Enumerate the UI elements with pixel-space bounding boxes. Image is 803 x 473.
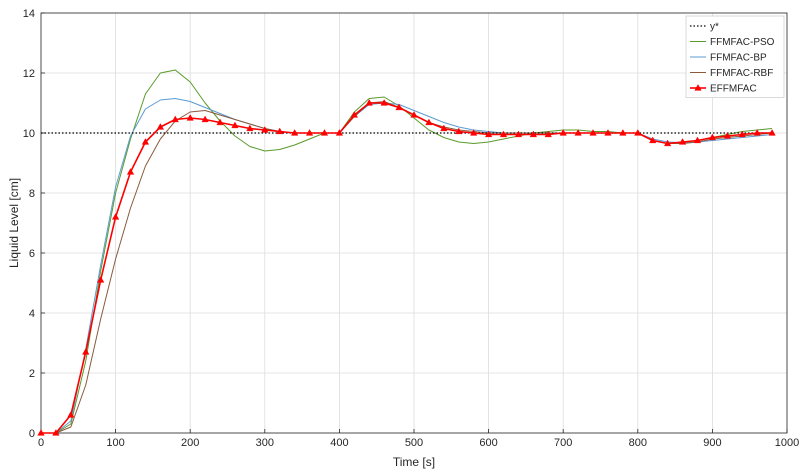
x-tick-label: 100 <box>106 437 124 449</box>
series-line-ffmfac-bp <box>41 98 773 434</box>
data-point-marker <box>470 129 478 136</box>
series-line-effmfac <box>41 102 773 434</box>
data-point-marker <box>186 114 194 121</box>
data-point-marker <box>484 130 493 138</box>
data-point-marker <box>514 130 523 138</box>
data-point-marker <box>290 129 299 136</box>
data-point-marker <box>276 127 284 135</box>
x-tick-label: 0 <box>38 437 44 449</box>
data-point-marker <box>305 129 314 136</box>
data-point-marker <box>574 129 582 136</box>
data-point-marker <box>67 411 75 418</box>
data-point-marker <box>141 138 150 145</box>
data-point-marker <box>678 138 687 145</box>
data-point-marker <box>231 121 239 129</box>
y-tick-label: 10 <box>23 128 35 140</box>
data-point-marker <box>440 124 448 132</box>
data-point-marker <box>768 129 776 136</box>
legend-marker <box>694 84 702 91</box>
data-point-marker <box>723 132 731 139</box>
data-point-marker <box>126 168 135 175</box>
series-lines <box>37 69 776 436</box>
y-tick-label: 12 <box>23 68 35 80</box>
data-point-marker <box>171 115 179 123</box>
legend-entry: FFMFAC-PSO <box>710 37 775 48</box>
data-point-marker <box>97 276 105 283</box>
data-point-marker <box>738 130 746 138</box>
x-tick-label: 800 <box>629 437 647 449</box>
data-point-marker <box>52 429 60 436</box>
data-point-marker <box>350 111 358 118</box>
legend-entry: FFMFAC-BP <box>710 53 767 64</box>
y-tick-label: 8 <box>29 188 35 200</box>
y-tick-label: 14 <box>23 8 35 20</box>
data-point-marker <box>37 429 45 436</box>
data-point-marker <box>82 348 90 355</box>
x-tick-label: 600 <box>479 437 497 449</box>
data-point-marker <box>395 103 403 111</box>
axis-ticks: 0 100 200 300 400 500 600 700 800 900 1000 0 2 4 6 8 10 1… <box>23 8 799 449</box>
y-tick-label: 6 <box>29 248 35 260</box>
data-point-marker <box>320 129 329 136</box>
data-point-marker <box>649 136 657 144</box>
x-axis-label: Time [s] <box>393 455 435 469</box>
data-point-marker <box>544 130 552 138</box>
data-point-marker <box>455 127 463 135</box>
legend-entry: y* <box>710 22 719 33</box>
data-point-marker <box>708 133 717 141</box>
x-tick-label: 500 <box>405 437 423 449</box>
x-tick-label: 1000 <box>775 437 799 449</box>
legend: y* FFMFAC-PSO FFMFAC-BP FFMFAC-RBF EFFMFAC <box>685 15 785 98</box>
x-tick-label: 900 <box>703 437 721 449</box>
legend-entry: FFMFAC-RBF <box>710 68 773 79</box>
x-tick-label: 200 <box>181 437 199 449</box>
y-tick-label: 0 <box>29 428 35 440</box>
data-point-marker <box>663 139 672 147</box>
x-tick-label: 700 <box>554 437 572 449</box>
data-point-marker <box>380 99 388 106</box>
data-point-marker <box>753 129 761 136</box>
x-tick-label: 300 <box>256 437 274 449</box>
data-point-marker <box>410 111 418 118</box>
data-point-marker <box>246 124 254 132</box>
data-point-marker <box>261 126 269 133</box>
legend-entry: EFFMFAC <box>710 84 757 95</box>
y-tick-label: 4 <box>29 308 35 320</box>
y-axis-label: Liquid Level [cm] <box>7 178 21 268</box>
data-point-marker <box>499 130 508 138</box>
y-tick-label: 2 <box>29 368 35 380</box>
data-point-marker <box>693 136 702 144</box>
data-point-marker <box>559 129 567 136</box>
data-point-marker <box>156 123 165 130</box>
x-tick-label: 400 <box>330 437 348 449</box>
data-point-marker <box>335 129 344 136</box>
data-point-marker <box>604 129 612 136</box>
data-point-marker <box>634 129 642 136</box>
data-point-marker <box>111 213 120 220</box>
data-point-marker <box>619 129 627 136</box>
data-point-marker <box>365 99 373 106</box>
data-point-marker <box>529 130 538 138</box>
data-point-marker <box>589 129 597 136</box>
data-point-marker <box>216 118 224 126</box>
data-point-marker <box>425 118 433 126</box>
data-point-marker <box>201 115 209 123</box>
